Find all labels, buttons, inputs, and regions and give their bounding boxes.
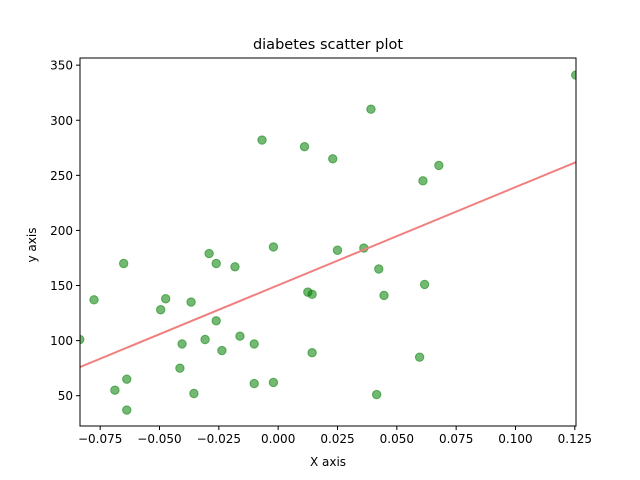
data-point: [328, 154, 338, 164]
data-point: [230, 262, 240, 272]
data-point: [122, 374, 132, 384]
y-tick-label: 100: [50, 334, 73, 348]
y-tick-label: 150: [50, 279, 73, 293]
regression-line: [80, 161, 576, 368]
y-tick-label: 50: [58, 389, 73, 403]
data-point: [379, 290, 389, 301]
data-point: [122, 405, 132, 415]
plot-area: [80, 70, 576, 415]
data-point: [155, 305, 166, 315]
x-tick-label: 0.075: [439, 432, 473, 446]
y-tick-label: 300: [50, 114, 73, 128]
data-point: [235, 331, 245, 341]
data-point: [374, 264, 384, 274]
data-point: [177, 339, 187, 349]
x-axis-title: X axis: [310, 455, 346, 469]
data-point: [217, 345, 227, 356]
data-point: [249, 378, 259, 389]
data-point: [418, 176, 428, 186]
data-point: [434, 160, 444, 171]
data-point: [419, 279, 430, 290]
data-point: [332, 245, 343, 255]
data-point: [299, 141, 310, 152]
data-point: [371, 389, 382, 400]
x-tick-label: 0.100: [498, 432, 532, 446]
x-tick-label: 0.025: [320, 432, 354, 446]
x-tick-label: 0.050: [380, 432, 414, 446]
data-point: [200, 334, 210, 345]
data-point: [249, 339, 259, 349]
x-tick-label: 0.125: [558, 432, 592, 446]
x-tick-label: −0.075: [78, 432, 122, 446]
data-point: [186, 297, 196, 307]
data-point: [89, 295, 99, 305]
data-point: [366, 104, 376, 114]
y-tick-label: 200: [50, 224, 73, 238]
data-point: [160, 294, 171, 304]
data-point: [211, 316, 221, 326]
data-point: [80, 334, 85, 345]
plot-frame: [79, 57, 577, 427]
data-point: [414, 352, 425, 362]
y-axis-title: y axis: [25, 228, 39, 263]
data-point: [211, 258, 221, 269]
data-point: [268, 377, 279, 388]
data-point: [204, 248, 214, 259]
data-point: [110, 385, 120, 395]
data-point: [175, 363, 185, 373]
data-point: [307, 348, 317, 358]
x-tick-label: −0.025: [197, 432, 241, 446]
y-tick-label: 250: [50, 169, 73, 183]
data-point: [307, 289, 317, 300]
data-point: [118, 258, 129, 269]
chart-title: diabetes scatter plot: [253, 37, 403, 53]
data-point: [189, 388, 199, 399]
axis-ticks: −0.075 −0.050 −0.025 0.000 0.025 0.050 0.075 0.…: [50, 59, 592, 446]
data-point: [257, 135, 267, 145]
y-tick-label: 350: [50, 59, 73, 73]
data-point: [268, 242, 279, 252]
x-tick-label: 0.000: [261, 432, 295, 446]
x-tick-label: −0.050: [137, 432, 181, 446]
